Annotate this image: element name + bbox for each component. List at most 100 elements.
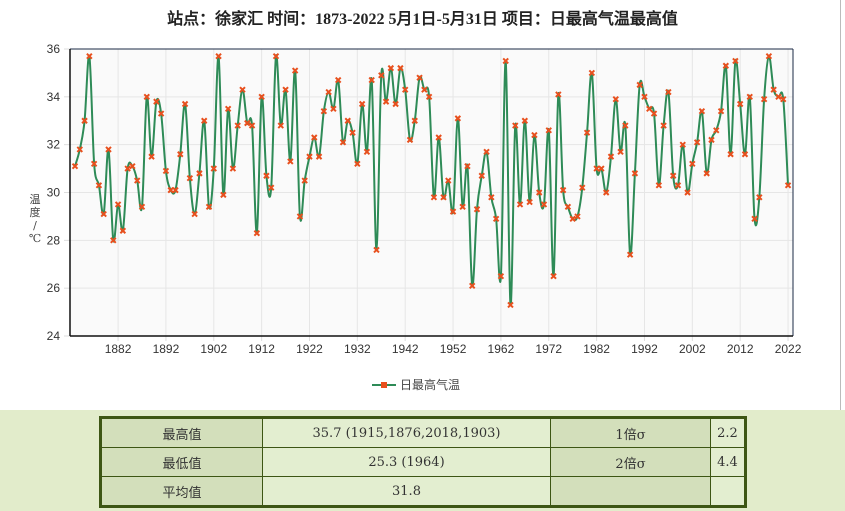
marker-stroke (401, 86, 409, 93)
min-value: 25.3 (1964) (262, 447, 551, 477)
data-point-marker (162, 167, 170, 175)
data-point-marker (760, 96, 768, 103)
data-point-marker (631, 170, 639, 177)
marker-stroke (315, 153, 323, 160)
data-point-marker (397, 64, 404, 72)
legend-label: 日最高气温 (400, 378, 461, 392)
mean-label: 平均值 (100, 476, 263, 507)
data-point-marker (148, 153, 155, 160)
data-point-marker (157, 110, 165, 117)
legend[interactable]: 日最高气温 (372, 376, 460, 393)
empty-cell (550, 476, 711, 507)
data-point-marker (244, 119, 251, 127)
data-point-marker (234, 122, 241, 129)
marker-stroke (593, 165, 600, 172)
data-point-marker (674, 182, 682, 189)
table-row: 平均值 31.8 (100, 476, 746, 507)
data-point-marker (224, 105, 232, 112)
data-point-marker (617, 148, 624, 156)
marker-stroke (258, 93, 265, 101)
y-axis-label-char: 温 (29, 193, 41, 206)
marker-stroke (641, 93, 648, 101)
sigma1-value: 2.2 (710, 417, 746, 448)
marker-stroke (684, 189, 691, 196)
data-point-marker (215, 52, 222, 60)
data-point-marker (660, 122, 667, 129)
marker-stroke (248, 122, 256, 129)
data-point-marker (473, 206, 481, 213)
marker-stroke (129, 162, 136, 170)
x-tick-label: 1962 (488, 342, 515, 356)
y-tick-label: 36 (47, 42, 61, 56)
marker-stroke (679, 141, 686, 148)
marker-stroke (177, 151, 184, 158)
marker-stroke (148, 153, 155, 160)
data-point-marker (406, 136, 414, 144)
y-tick-label: 32 (47, 138, 61, 152)
data-point-marker (512, 122, 519, 129)
marker-stroke (535, 189, 543, 196)
data-point-marker (588, 69, 596, 77)
data-point-marker (689, 160, 696, 168)
marker-stroke (516, 201, 524, 208)
data-point-marker (708, 136, 715, 144)
marker-stroke (440, 194, 447, 201)
data-point-marker (684, 189, 691, 196)
data-point-marker (392, 100, 399, 108)
marker-stroke (349, 129, 356, 136)
data-point-marker (100, 210, 107, 218)
data-point-marker (330, 105, 337, 112)
data-point-marker (507, 301, 514, 309)
data-point-marker (780, 96, 787, 103)
marker-stroke (210, 165, 217, 172)
data-point-marker (138, 203, 146, 211)
marker-stroke (143, 93, 150, 101)
marker-stroke (669, 172, 677, 179)
data-point-marker (516, 201, 524, 208)
marker-stroke (325, 88, 332, 96)
marker-stroke (239, 86, 246, 93)
data-point-marker (440, 194, 447, 201)
data-point-marker (703, 170, 710, 177)
sigma2-label: 2倍σ (550, 447, 711, 477)
data-point-marker (492, 215, 500, 223)
marker-stroke (253, 229, 261, 237)
data-point-marker (334, 76, 342, 84)
divider (840, 0, 841, 410)
marker-stroke (186, 174, 194, 182)
marker-stroke (636, 81, 643, 89)
data-point-marker (282, 86, 289, 93)
marker-stroke (435, 134, 442, 141)
data-point-marker (339, 139, 347, 146)
marker-stroke (602, 189, 610, 196)
line-chart: 24 26 28 30 32 34 36 1882 1892 1902 1912 1922 1932 19… (47, 42, 802, 356)
data-point-marker (679, 141, 686, 148)
marker-stroke (483, 148, 490, 156)
marker-stroke (277, 122, 284, 129)
data-point-marker (531, 131, 538, 139)
x-tick-label: 1942 (392, 342, 419, 356)
marker-stroke (622, 122, 629, 129)
data-point-marker (650, 110, 658, 117)
data-point-marker (693, 139, 701, 146)
data-point-marker (602, 189, 610, 196)
marker-stroke (550, 273, 557, 280)
marker-stroke (205, 203, 213, 211)
marker-stroke (411, 117, 418, 124)
marker-stroke (153, 98, 160, 105)
marker-stroke (512, 122, 519, 129)
marker-stroke (468, 282, 476, 289)
marker-stroke (574, 213, 581, 220)
marker-stroke (191, 210, 198, 218)
marker-stroke (492, 215, 500, 223)
marker-stroke (196, 170, 203, 177)
data-point-marker (421, 86, 428, 93)
marker-stroke (387, 64, 395, 72)
data-point-marker (129, 162, 136, 170)
y-tick-label: 24 (47, 329, 61, 343)
marker-stroke (406, 136, 414, 144)
chart-title: 站点：徐家汇 时间：1873-2022 5月1日-5月31日 项目：日最高气温最… (167, 11, 678, 28)
data-point-marker (306, 153, 313, 160)
marker-stroke (291, 67, 299, 74)
marker-stroke (545, 127, 552, 134)
